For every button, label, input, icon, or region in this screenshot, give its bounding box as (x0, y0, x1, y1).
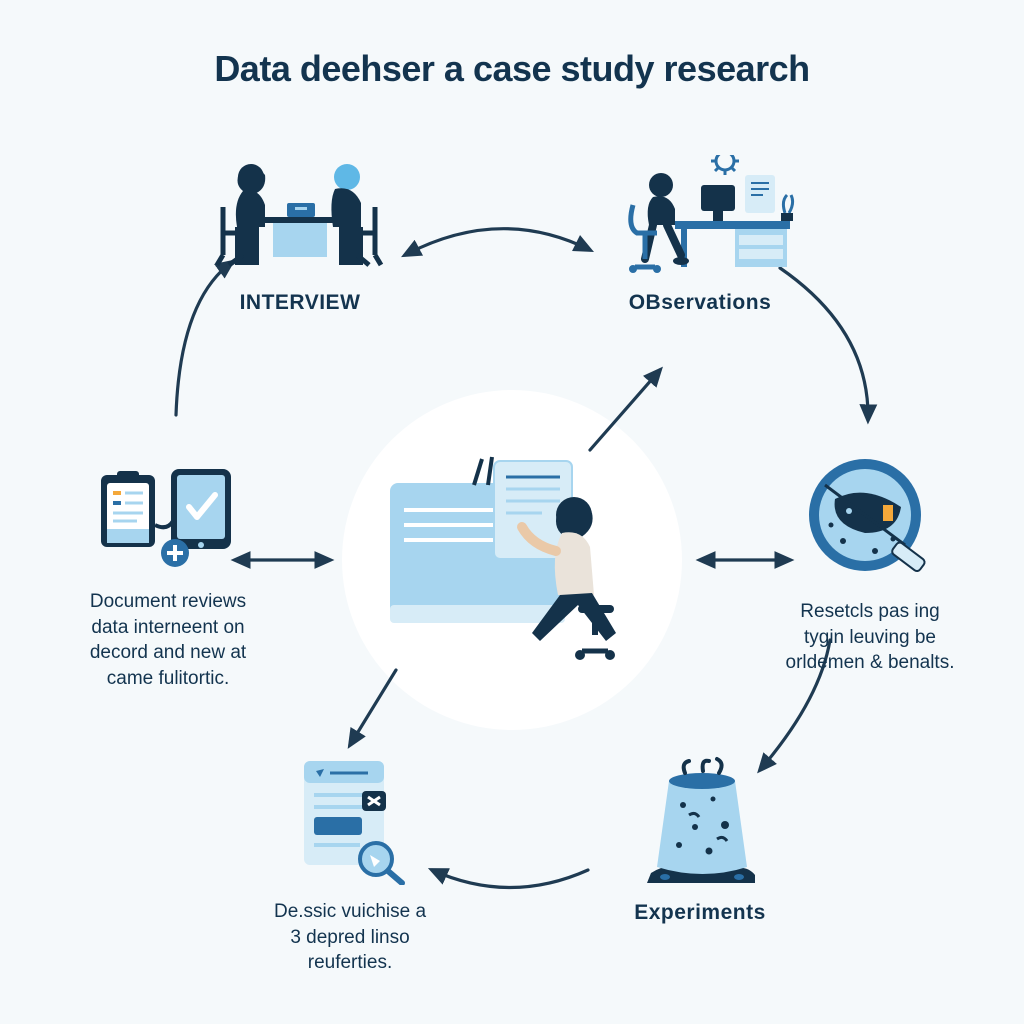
documents-label: Document reviews data interneent on deco… (90, 589, 246, 692)
flow-arrow (405, 229, 590, 255)
researcher-at-screen-icon (382, 455, 642, 665)
interview-label: INTERVIEW (240, 289, 361, 317)
page-title: Data deehser a case study research (0, 48, 1024, 90)
documents-icon (93, 465, 243, 575)
node-experiments: Experiments (605, 755, 795, 927)
flow-arrow (432, 870, 588, 888)
node-documents: Document reviews data interneent on deco… (73, 465, 263, 692)
center-researcher (382, 455, 642, 665)
results-label: Resetcls pas ing tygin leuving be orldem… (786, 599, 955, 676)
node-observations: OBservations (605, 155, 795, 317)
node-analysis: De.ssic vuichise a 3 depred linso reufer… (255, 755, 445, 976)
observations-label: OBservations (629, 289, 772, 317)
experiments-label: Experiments (634, 899, 766, 927)
petri-dish-icon (805, 455, 935, 585)
flow-arrow (350, 670, 396, 745)
analysis-doc-icon (290, 755, 410, 885)
node-interview: INTERVIEW (205, 155, 395, 317)
interview-icon (215, 155, 385, 275)
experiments-icon (635, 755, 765, 885)
analysis-label: De.ssic vuichise a 3 depred linso reufer… (274, 899, 426, 976)
observations-icon (605, 155, 795, 275)
node-results: Resetcls pas ing tygin leuving be orldem… (775, 455, 965, 676)
